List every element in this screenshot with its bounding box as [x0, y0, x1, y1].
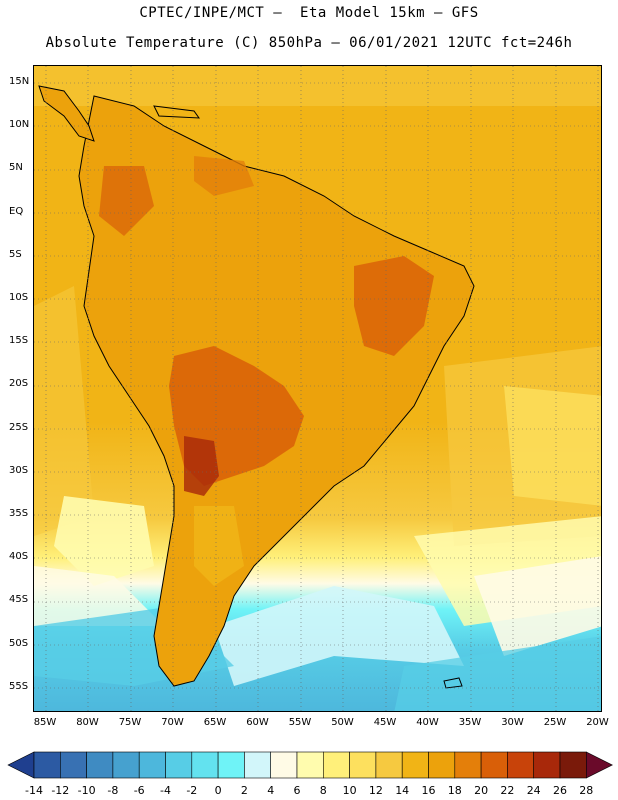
pacific-yellow [54, 496, 154, 586]
caribbean-coast [153, 105, 201, 119]
colorbar-cell [401, 751, 429, 779]
colorbar [7, 751, 613, 779]
lon-label: 30W [501, 717, 524, 728]
colorbar-cell [165, 751, 193, 779]
colorbar-tick-label: 6 [293, 784, 301, 797]
colorbar-cell [296, 751, 324, 779]
colorbar-cell [322, 751, 350, 779]
northeast-hot-zone [354, 256, 434, 356]
title-line-2: Absolute Temperature (C) 850hPa – 06/01/… [45, 35, 573, 51]
colorbar-cell [559, 751, 587, 779]
lat-label: 50S [9, 637, 29, 649]
colorbar-tick-label: 22 [500, 784, 515, 797]
colorbar-cell [480, 751, 508, 779]
colorbar-cell [454, 751, 482, 779]
colorbar-tick-label: 12 [368, 784, 383, 797]
colorbar-cell [191, 751, 219, 779]
central-america [38, 85, 95, 142]
venezuela-warm [194, 156, 254, 196]
colorbar-tick-label: 4 [267, 784, 275, 797]
colorbar-tick-label: 20 [474, 784, 489, 797]
lat-label: EQ [9, 205, 24, 217]
south-atlantic-pale [474, 556, 601, 656]
lon-label: 25W [543, 717, 567, 728]
lat-label: 10S [9, 292, 29, 303]
colorbar-tick-label: -8 [107, 784, 119, 797]
lat-label: 5S [9, 248, 22, 260]
lon-label: 75W [118, 717, 142, 728]
colorbar-tick-label: -6 [133, 784, 145, 797]
colorbar-tick-label: 10 [342, 784, 357, 797]
lon-label: 40W [416, 717, 439, 728]
lat-label: 35S [9, 508, 29, 519]
south-cold-tongue [214, 586, 464, 686]
colorbar-cell [507, 751, 534, 779]
colorbar-tick-label: -14 [25, 784, 43, 797]
lon-label: 60W [246, 717, 269, 728]
colorbar-tick-label: 16 [421, 784, 436, 797]
colorbar-tick-label: 2 [240, 784, 248, 797]
lon-label: 85W [33, 717, 57, 728]
lat-label: 45S [9, 594, 29, 606]
lon-label: 65W [203, 717, 227, 728]
colorbar-cell [138, 751, 166, 779]
patagonia-north [194, 506, 244, 586]
lat-label: 30S [9, 464, 29, 476]
colorbar-cell [428, 751, 456, 779]
lon-label: 35W [458, 717, 482, 728]
north-band [34, 66, 601, 106]
title-line-1: CPTEC/INPE/MCT – Eta Model 15km – GFS [139, 5, 479, 21]
colorbar-tick-label: -2 [186, 784, 198, 797]
lat-label: 15S [9, 335, 29, 347]
temperature-map [33, 65, 602, 712]
southeast-cold [394, 636, 601, 711]
colorbar-cell [349, 751, 377, 779]
colorbar-left-arrow [7, 751, 35, 779]
colorbar-cells [7, 751, 613, 779]
atlantic-yellow [504, 386, 601, 506]
andes-north-warm [99, 166, 154, 236]
colorbar-tick-label: 14 [395, 784, 410, 797]
lat-label: 5N [9, 162, 23, 174]
colorbar-cell [533, 751, 561, 779]
lon-label: 70W [161, 717, 184, 728]
lat-label: 20S [9, 378, 29, 390]
colorbar-tick-label: 18 [447, 784, 462, 797]
lon-label: 55W [288, 717, 312, 728]
falkland-islands [443, 677, 463, 689]
lat-label: 55S [9, 680, 29, 692]
map-canvas [34, 66, 601, 711]
colorbar-tick-label: -10 [77, 784, 96, 797]
pacific-pale [34, 566, 164, 626]
colorbar-cell [112, 751, 140, 779]
colorbar-right-arrow [586, 751, 613, 779]
colorbar-tick-label: -4 [160, 784, 171, 797]
colorbar-tick-label: 0 [214, 784, 222, 797]
chaco-max [184, 436, 219, 496]
colorbar-tick-label: 28 [579, 784, 594, 797]
lat-label: 25S [9, 421, 29, 433]
colorbar-cell [244, 751, 271, 779]
colorbar-cell [59, 751, 87, 779]
lat-label: 40S [9, 551, 29, 563]
colorbar-cell [217, 751, 245, 779]
colorbar-tick-label: -12 [51, 784, 70, 797]
colorbar-cell [375, 751, 403, 779]
colorbar-cell [33, 751, 61, 779]
graticule [34, 66, 601, 711]
colorbar-cell [270, 751, 298, 779]
colorbar-tick-label: 24 [526, 784, 541, 797]
lat-label: 15N [9, 76, 30, 87]
colorbar-tick-label: 26 [553, 784, 567, 797]
lon-label: 45W [373, 717, 397, 728]
pacific-warm [34, 286, 94, 536]
lon-label: 80W [76, 717, 99, 728]
lon-label: 50W [331, 717, 354, 728]
lat-label: 10N [9, 119, 30, 131]
colorbar-tick-label: 8 [319, 784, 327, 797]
colorbar-cell [86, 751, 114, 779]
lon-label: 20W [586, 717, 609, 728]
